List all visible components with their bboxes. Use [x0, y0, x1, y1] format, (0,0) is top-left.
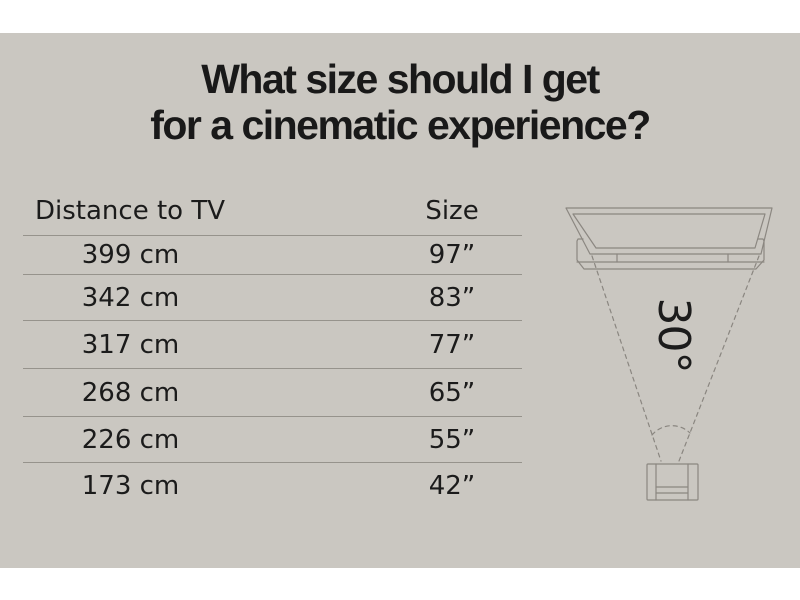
size-value: 55” — [428, 424, 476, 455]
table-row: 399 cm 97” — [23, 235, 522, 274]
distance-value: 226 cm — [81, 424, 180, 455]
page-title-line2: for a cinematic experience? — [150, 102, 651, 148]
table-row: 226 cm 55” — [23, 416, 522, 462]
table-row: 268 cm 65” — [23, 368, 522, 416]
distance-size-table: Distance to TV Size 399 cm 97” 342 cm 83… — [23, 187, 522, 509]
distance-value: 317 cm — [81, 329, 180, 360]
table-row: 342 cm 83” — [23, 274, 522, 320]
size-value: 65” — [428, 377, 476, 408]
table-header-row: Distance to TV Size — [23, 187, 522, 235]
table-row: 173 cm 42” — [23, 462, 522, 509]
size-value: 42” — [428, 471, 476, 501]
page-title: What size should I get for a cinematic e… — [0, 56, 800, 148]
header-size: Size — [425, 196, 479, 226]
table-row: 317 cm 77” — [23, 320, 522, 368]
distance-value: 342 cm — [81, 282, 180, 313]
distance-value: 399 cm — [81, 240, 180, 270]
size-value: 77” — [428, 329, 476, 360]
distance-value: 268 cm — [81, 377, 180, 408]
distance-value: 173 cm — [81, 471, 180, 501]
page-title-line1: What size should I get — [201, 56, 600, 102]
size-value: 83” — [428, 282, 476, 313]
viewing-angle-label: 30° — [648, 297, 699, 373]
size-value: 97” — [428, 240, 476, 270]
header-distance: Distance to TV — [35, 196, 225, 226]
